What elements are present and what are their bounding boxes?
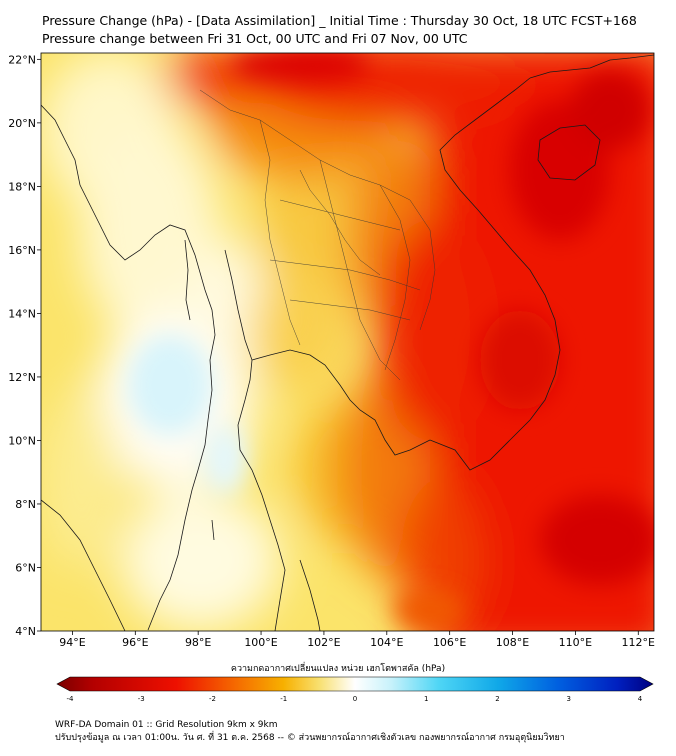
colorbar-tick-label: 3	[567, 695, 571, 703]
lon-tick-label: 100°E	[244, 636, 277, 649]
lat-tick-label: 14°N	[8, 307, 36, 320]
coastlines	[41, 54, 654, 631]
colorbar-tick-label: -1	[280, 695, 287, 703]
lon-tick-label: 102°E	[307, 636, 340, 649]
lat-tick-label: 4°N	[15, 625, 36, 638]
colorbar	[56, 676, 654, 692]
lon-tick-label: 112°E	[622, 636, 655, 649]
map-frame	[40, 52, 655, 632]
lat-tick-label: 16°N	[8, 244, 36, 257]
colorbar-tick-label: -4	[67, 695, 75, 703]
lat-tick-label: 20°N	[8, 117, 36, 130]
colorbar-tick-label: -2	[209, 695, 216, 703]
colorbar-title: ความกดอากาศเปลี่ยนแปลง หน่วย เฮกโตพาสคัล…	[230, 664, 446, 674]
pressure-field	[41, 53, 654, 631]
colorbar-tick-label: 0	[353, 695, 357, 703]
lon-tick-label: 94°E	[59, 636, 85, 649]
colorbar-ticks: -4 -3 -2 -1 0 1 2 3 4	[67, 695, 643, 703]
admin-borders	[199, 89, 436, 381]
lon-tick-label: 106°E	[433, 636, 466, 649]
lon-tick-label: 96°E	[122, 636, 148, 649]
footer-line-1: WRF-DA Domain 01 :: Grid Resolution 9km …	[55, 720, 278, 730]
lat-tick-label: 12°N	[8, 371, 36, 384]
lon-tick-label: 110°E	[559, 636, 592, 649]
longitude-axis: 94°E 96°E 98°E 100°E 102°E 104°E 106°E 108°E 110…	[59, 631, 655, 649]
title-line-2: Pressure change between Fri 31 Oct, 00 U…	[42, 31, 468, 46]
lat-tick-label: 18°N	[8, 180, 36, 193]
chart-title: Pressure Change (hPa) - [Data Assimilati…	[42, 12, 637, 48]
colorbar-tick-label: 2	[495, 695, 499, 703]
colorbar-tick-label: 4	[638, 695, 643, 703]
footer: WRF-DA Domain 01 :: Grid Resolution 9km …	[55, 719, 565, 745]
lon-tick-label: 98°E	[185, 636, 211, 649]
lat-tick-label: 8°N	[15, 498, 36, 511]
colorbar-tick-label: 1	[424, 695, 428, 703]
lat-tick-label: 10°N	[8, 434, 36, 447]
footer-line-2: ปรับปรุงข้อมูล ณ เวลา 01:00น. วัน ศ. ที่…	[55, 733, 565, 743]
lon-tick-label: 108°E	[496, 636, 529, 649]
lon-tick-label: 104°E	[370, 636, 403, 649]
lat-tick-label: 6°N	[15, 561, 36, 574]
latitude-axis: 4°N 6°N 8°N 10°N 12°N 14°N 16°N 18°N 20°N 22°N	[8, 53, 41, 638]
colorbar-tick-label: -3	[138, 695, 145, 703]
title-line-1: Pressure Change (hPa) - [Data Assimilati…	[42, 13, 637, 28]
lat-tick-label: 22°N	[8, 53, 36, 66]
